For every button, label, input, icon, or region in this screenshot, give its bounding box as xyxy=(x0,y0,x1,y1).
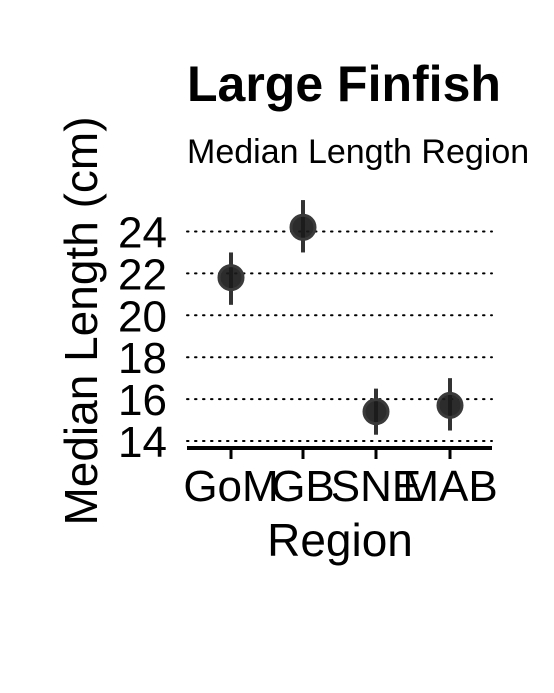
data-point xyxy=(362,398,390,426)
x-tick-label: SNE xyxy=(331,462,421,511)
data-point xyxy=(289,213,317,241)
x-tick-label: GoM xyxy=(183,462,278,511)
x-tick-label: GB xyxy=(271,462,335,511)
y-tick-label: 16 xyxy=(118,376,167,425)
data-point xyxy=(217,264,245,292)
y-axis-label: Median Length (cm) xyxy=(55,116,107,525)
chart-subtitle: Median Length Region xyxy=(187,133,529,171)
y-tick-label: 14 xyxy=(118,418,167,467)
x-tick-label: MAB xyxy=(402,462,497,511)
y-tick-label: 22 xyxy=(118,250,167,299)
y-tick-label: 18 xyxy=(118,334,167,383)
chart-title: Large Finfish xyxy=(187,56,501,112)
data-point xyxy=(436,391,464,419)
y-tick-label: 24 xyxy=(118,209,167,258)
x-axis-label: Region xyxy=(267,514,413,566)
y-tick-label: 20 xyxy=(118,292,167,341)
